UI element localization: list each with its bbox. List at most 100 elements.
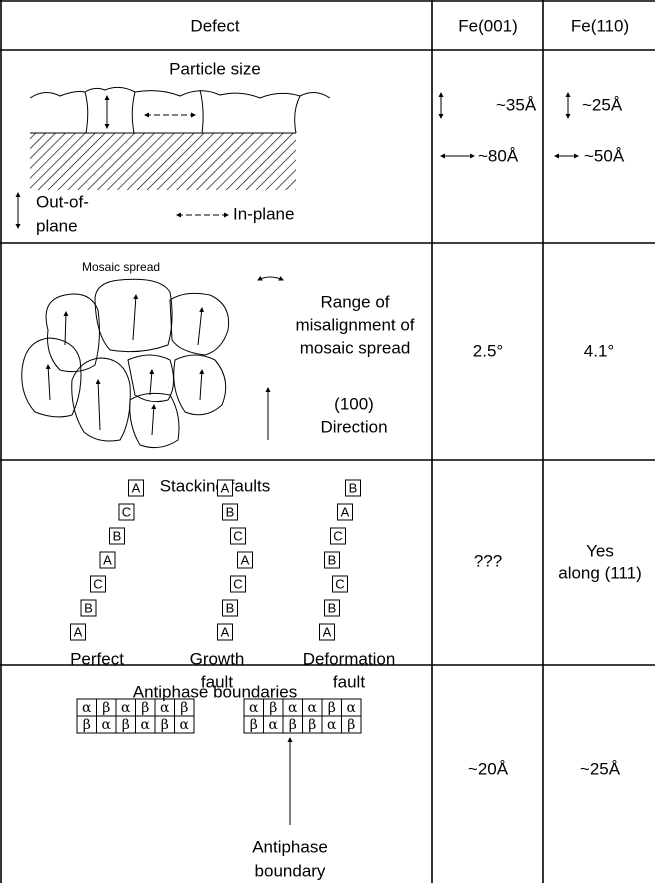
value: ~20Å [468,759,509,778]
layer-letter: A [74,624,83,639]
header-cell: Defect [190,16,239,35]
header-cell: Fe(110) [571,16,629,35]
grid-symbol: β [83,717,91,733]
layer-letter: A [241,552,250,567]
defect-title: Antiphase boundaries [133,682,297,701]
layer-box [109,527,125,545]
layer-letter: A [132,480,141,495]
grid-symbol: α [82,700,92,716]
layer-box [70,623,86,641]
grid-symbol: α [269,717,279,733]
grid-symbol: α [180,717,190,733]
layer-letter: A [221,480,230,495]
layer-box [128,479,144,497]
layer-box [217,623,233,641]
texts: Defect Fe(001) Fe(110) Particle size Out-of-… [36,16,642,880]
grid-cell [341,715,362,734]
grid-symbol: α [102,717,112,733]
label: Growth [190,649,245,668]
defect-title: Particle size [169,59,261,78]
value: along (111) [558,563,641,582]
grid-symbol: β [289,717,297,733]
layer-box [337,503,353,521]
layer-box [332,575,348,593]
mosaic-sketch [21,275,284,449]
grid-symbol: β [347,717,355,733]
value: ~25Å [580,759,621,778]
label: mosaic spread [300,338,411,357]
value: ~25Å [582,95,623,114]
grid-symbol: β [250,717,258,733]
layer-box [324,551,340,569]
grid-cell [174,715,195,734]
label: fault [201,672,233,691]
value: ??? [474,551,502,570]
grid-symbol: α [160,700,170,716]
grid-symbol: β [161,717,169,733]
label: fault [333,672,365,691]
grid-symbol: α [288,700,298,716]
label: Deformation [303,649,396,668]
grid-symbol: β [122,717,130,733]
layer-box [345,479,361,497]
label: In-plane [233,204,294,223]
layer-box [222,503,238,521]
value: ~80Å [478,146,519,165]
layer-box [230,527,246,545]
layer-letter: A [323,624,332,639]
layer-letter: C [122,504,131,519]
grid-symbol: α [327,717,337,733]
label: boundary [255,861,326,880]
grid-symbol: α [121,700,131,716]
layer-letter: B [349,480,358,495]
value: Yes [586,541,614,560]
label: plane [36,216,78,235]
label: Range of [321,292,390,311]
layer-letter: B [328,600,337,615]
grid-symbol: α [141,717,151,733]
label: Perfect [70,649,124,668]
layer-box [80,599,97,617]
layer-letter: C [233,576,242,591]
layer-letter: C [93,576,102,591]
grid-symbol: β [269,700,277,716]
layer-box [324,599,340,617]
defect-title: Stacking faults [160,476,271,495]
grid-symbol: α [308,700,318,716]
header-cell: Fe(001) [458,16,518,35]
defect-title: Mosaic spread [82,260,160,274]
grid-symbol: β [102,700,110,716]
grid-symbol: β [328,700,336,716]
layer-box [330,527,346,545]
layer-box [90,575,106,593]
layer-box [237,551,253,569]
layer-letter: C [233,528,242,543]
label: misalignment of [295,315,414,334]
grid-symbol: β [141,700,149,716]
layer-box [99,551,116,569]
layer-letter: C [333,528,342,543]
layer-box [217,479,233,497]
value: 2.5° [473,341,503,360]
layer-letter: C [335,576,344,591]
value: ~35Å [496,95,537,114]
grid-symbol: α [249,700,259,716]
particle-size-sketch [15,86,579,229]
layer-letter: A [341,504,350,519]
grid-symbol: β [308,717,316,733]
value: 4.1° [584,341,614,360]
layer-letter: B [226,600,235,615]
grid-symbol: β [180,700,188,716]
grid-symbol: α [347,700,357,716]
layer-letter: B [226,504,235,519]
label: Antiphase [252,837,328,856]
layer-letter: A [221,624,230,639]
label: Out-of- [36,192,89,211]
label: (100) [334,394,374,413]
label: Direction [320,417,387,436]
layer-box [222,599,238,617]
layer-box [118,503,135,521]
